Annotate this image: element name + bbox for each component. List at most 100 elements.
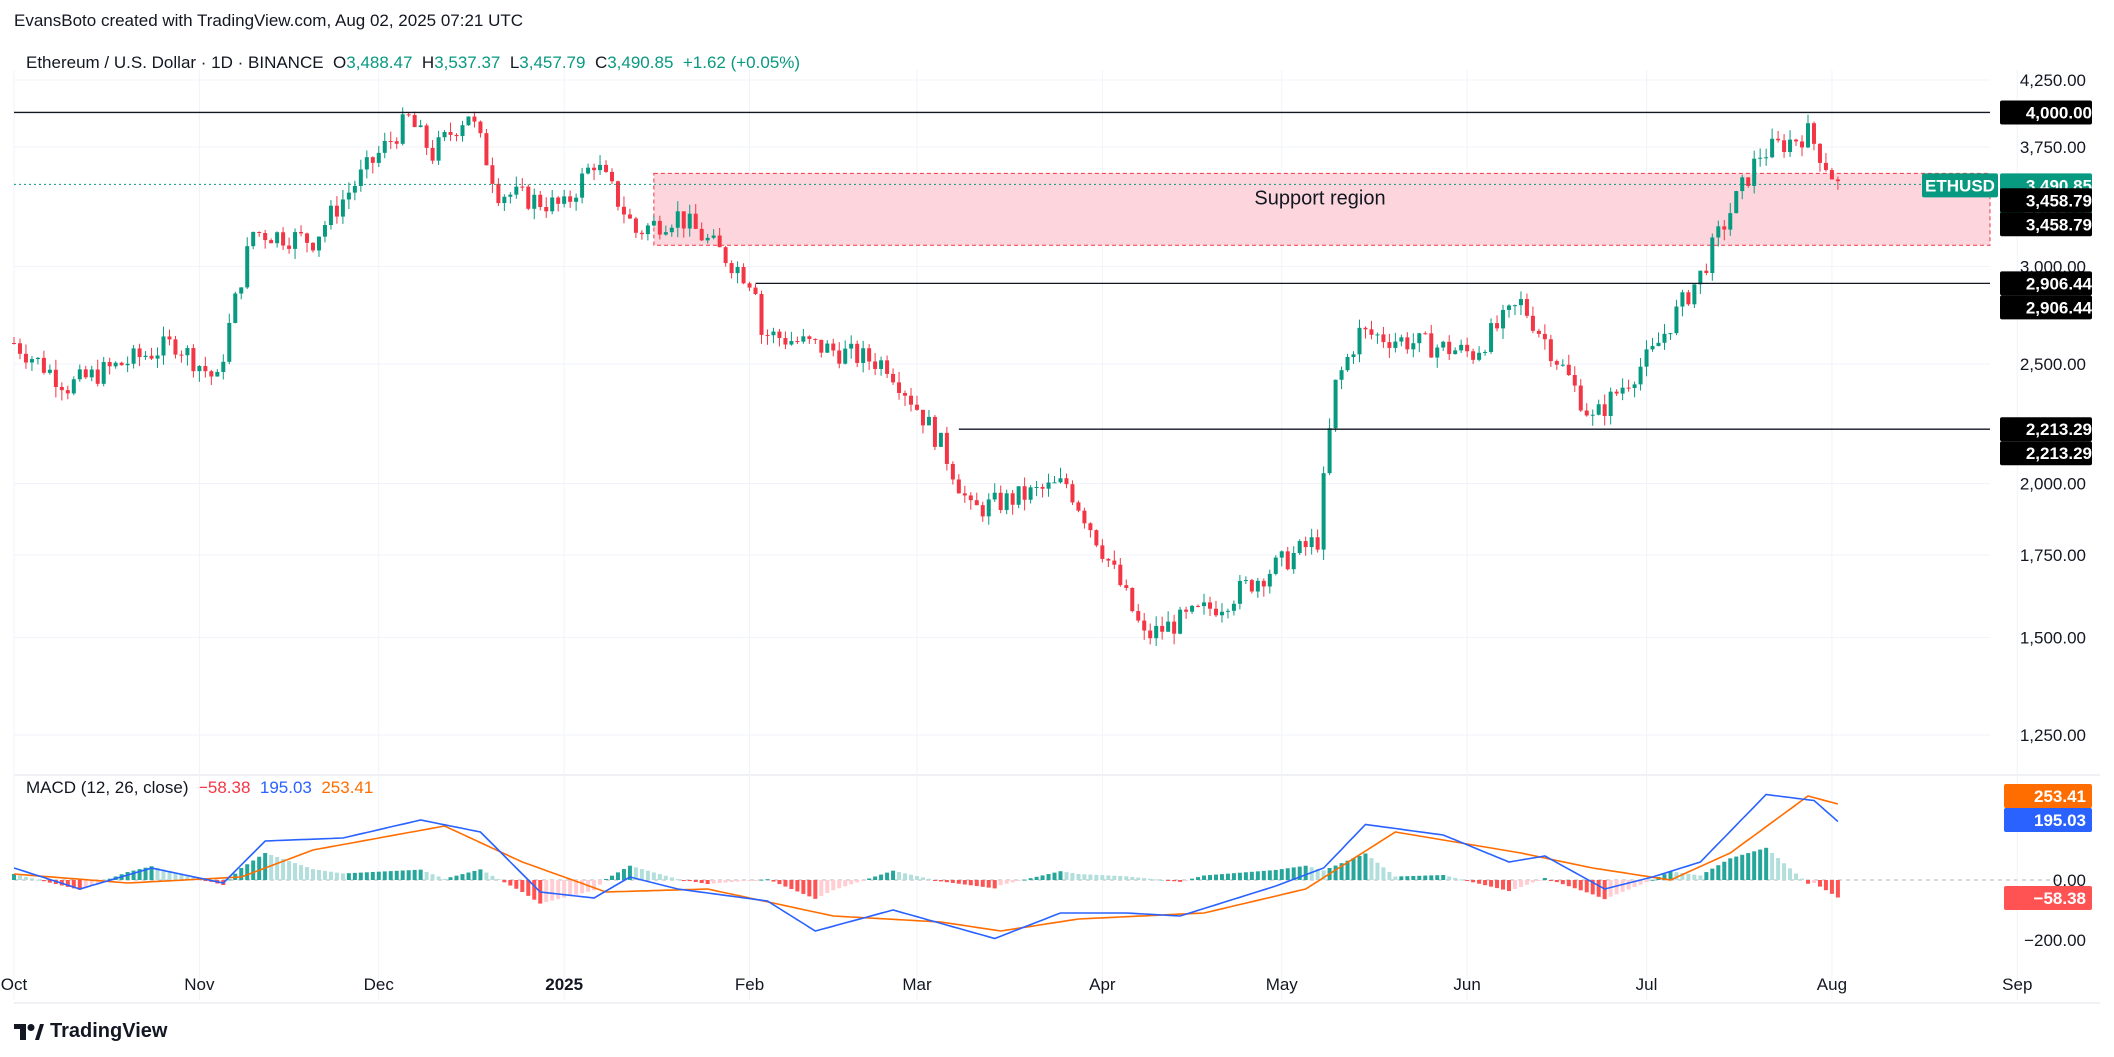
candle-body bbox=[400, 114, 405, 144]
macd-histogram-bar bbox=[1387, 871, 1392, 880]
candle-body bbox=[472, 116, 477, 122]
macd-histogram-bar bbox=[980, 880, 985, 887]
time-tick-label: Jul bbox=[1636, 975, 1658, 994]
candle-body bbox=[1100, 545, 1105, 559]
candle-body bbox=[436, 137, 441, 161]
macd-histogram-bar bbox=[1273, 869, 1278, 880]
macd-histogram-bar bbox=[885, 872, 890, 880]
macd-histogram-bar bbox=[1806, 880, 1810, 884]
level-tag-2213: 2,213.29 bbox=[2026, 420, 2092, 439]
candle-body bbox=[89, 369, 94, 378]
macd-name: MACD (12, 26, close) bbox=[26, 778, 189, 797]
candle-body bbox=[825, 343, 830, 353]
macd-histogram-bar bbox=[424, 871, 429, 880]
candle-body bbox=[956, 479, 961, 494]
macd-histogram-bar bbox=[1429, 875, 1434, 880]
macd-histogram-bar bbox=[873, 876, 878, 880]
candle-body bbox=[1028, 487, 1033, 500]
macd-histogram-bar bbox=[346, 873, 351, 880]
macd-histogram-bar bbox=[1800, 878, 1805, 880]
candle-body bbox=[478, 121, 483, 134]
macd-histogram-bar bbox=[621, 869, 626, 880]
macd-histogram-bar bbox=[831, 880, 836, 891]
macd-signal-tag-bg bbox=[2004, 784, 2092, 808]
candle-body bbox=[149, 355, 154, 359]
macd-histogram-bar bbox=[550, 880, 555, 901]
candle-body bbox=[675, 211, 680, 228]
candle-body bbox=[1094, 530, 1099, 546]
macd-histogram-bar bbox=[1507, 880, 1511, 891]
candle-body bbox=[556, 197, 561, 204]
candle-body bbox=[65, 390, 70, 394]
support-region-label: Support region bbox=[1254, 187, 1385, 209]
macd-histogram-bar bbox=[879, 874, 884, 880]
macd-histogram-bar bbox=[514, 880, 519, 889]
support-tag-bg bbox=[2000, 212, 2092, 237]
candle-body bbox=[1219, 611, 1224, 616]
macd-histogram-bar bbox=[1447, 876, 1452, 880]
tradingview-footer[interactable]: TradingView bbox=[14, 1020, 167, 1043]
candle-body bbox=[1435, 347, 1440, 358]
macd-line-tag-bg bbox=[2004, 808, 2092, 832]
candle-body bbox=[1297, 541, 1302, 554]
candle-body bbox=[1728, 213, 1733, 230]
macd-histogram-bar bbox=[1154, 879, 1159, 881]
macd-histogram-bar bbox=[1614, 880, 1619, 895]
candle-body bbox=[1806, 123, 1810, 148]
price-tags: 4,000.00ETHUSD3,490.8516:38:463,458.793,… bbox=[1922, 100, 2093, 910]
macd-line-tag: 195.03 bbox=[2034, 811, 2086, 830]
macd-histogram-bar bbox=[950, 880, 955, 883]
candle-body bbox=[711, 235, 716, 238]
candle-body bbox=[633, 218, 638, 233]
macd-histogram-bar bbox=[1285, 868, 1290, 880]
macd-histogram-bar bbox=[1536, 880, 1541, 881]
macd-histogram-bar bbox=[1333, 865, 1338, 880]
candle-body bbox=[753, 287, 758, 294]
macd-histogram-bar bbox=[23, 876, 28, 880]
macd-histogram-bar bbox=[1632, 880, 1637, 888]
macd-histogram-bar bbox=[1393, 876, 1398, 880]
macd-histogram-bar bbox=[974, 880, 979, 887]
candle-body bbox=[777, 331, 782, 339]
candle-body bbox=[1650, 346, 1655, 350]
macd-histogram-bar bbox=[1166, 880, 1171, 881]
macd-tick-label: 0.00 bbox=[2053, 871, 2086, 890]
horizontal-levels bbox=[14, 111, 1990, 430]
candle-body bbox=[831, 343, 836, 351]
price-tick-label: 1,500.00 bbox=[2020, 628, 2086, 647]
candle-body bbox=[1249, 580, 1254, 592]
macd-histogram-bar bbox=[849, 880, 854, 885]
macd-histogram-bar bbox=[484, 872, 489, 880]
macd-histogram-bar bbox=[1668, 871, 1673, 880]
candle-body bbox=[998, 492, 1003, 511]
macd-histogram-bar bbox=[340, 873, 345, 880]
price-tick-label: 2,000.00 bbox=[2020, 474, 2086, 493]
candle-body bbox=[161, 336, 166, 356]
macd-histogram-bar bbox=[1178, 880, 1183, 882]
macd-histogram-bar bbox=[1578, 880, 1583, 891]
macd-histogram-bar bbox=[418, 869, 423, 880]
macd-histogram-bar bbox=[137, 869, 142, 880]
candle-body bbox=[1052, 482, 1057, 484]
macd-histogram-bar bbox=[275, 857, 280, 880]
candle-body bbox=[843, 348, 848, 364]
candle-body bbox=[1686, 292, 1691, 305]
macd-histogram-bar bbox=[239, 868, 244, 880]
candle-body bbox=[1231, 603, 1236, 611]
low-label: L bbox=[509, 53, 520, 72]
candle-body bbox=[1656, 342, 1661, 347]
macd-histogram-bar bbox=[47, 880, 52, 883]
level-tag-4000: 4,000.00 bbox=[2026, 103, 2092, 122]
candle-body bbox=[1614, 391, 1619, 394]
symbol-legend: Ethereum / U.S. Dollar · 1D · BINANCE O3… bbox=[26, 53, 800, 73]
candle-body bbox=[795, 341, 800, 343]
macd-histogram-bar bbox=[1142, 878, 1147, 880]
low-value: 3,457.79 bbox=[519, 53, 586, 72]
candle-body bbox=[1662, 333, 1667, 343]
candle-body bbox=[376, 152, 381, 163]
macd-histogram-bar bbox=[1040, 875, 1045, 880]
candle-body bbox=[35, 357, 40, 360]
macd-histogram-bar bbox=[615, 872, 620, 880]
macd-histogram-bar bbox=[1770, 852, 1775, 880]
